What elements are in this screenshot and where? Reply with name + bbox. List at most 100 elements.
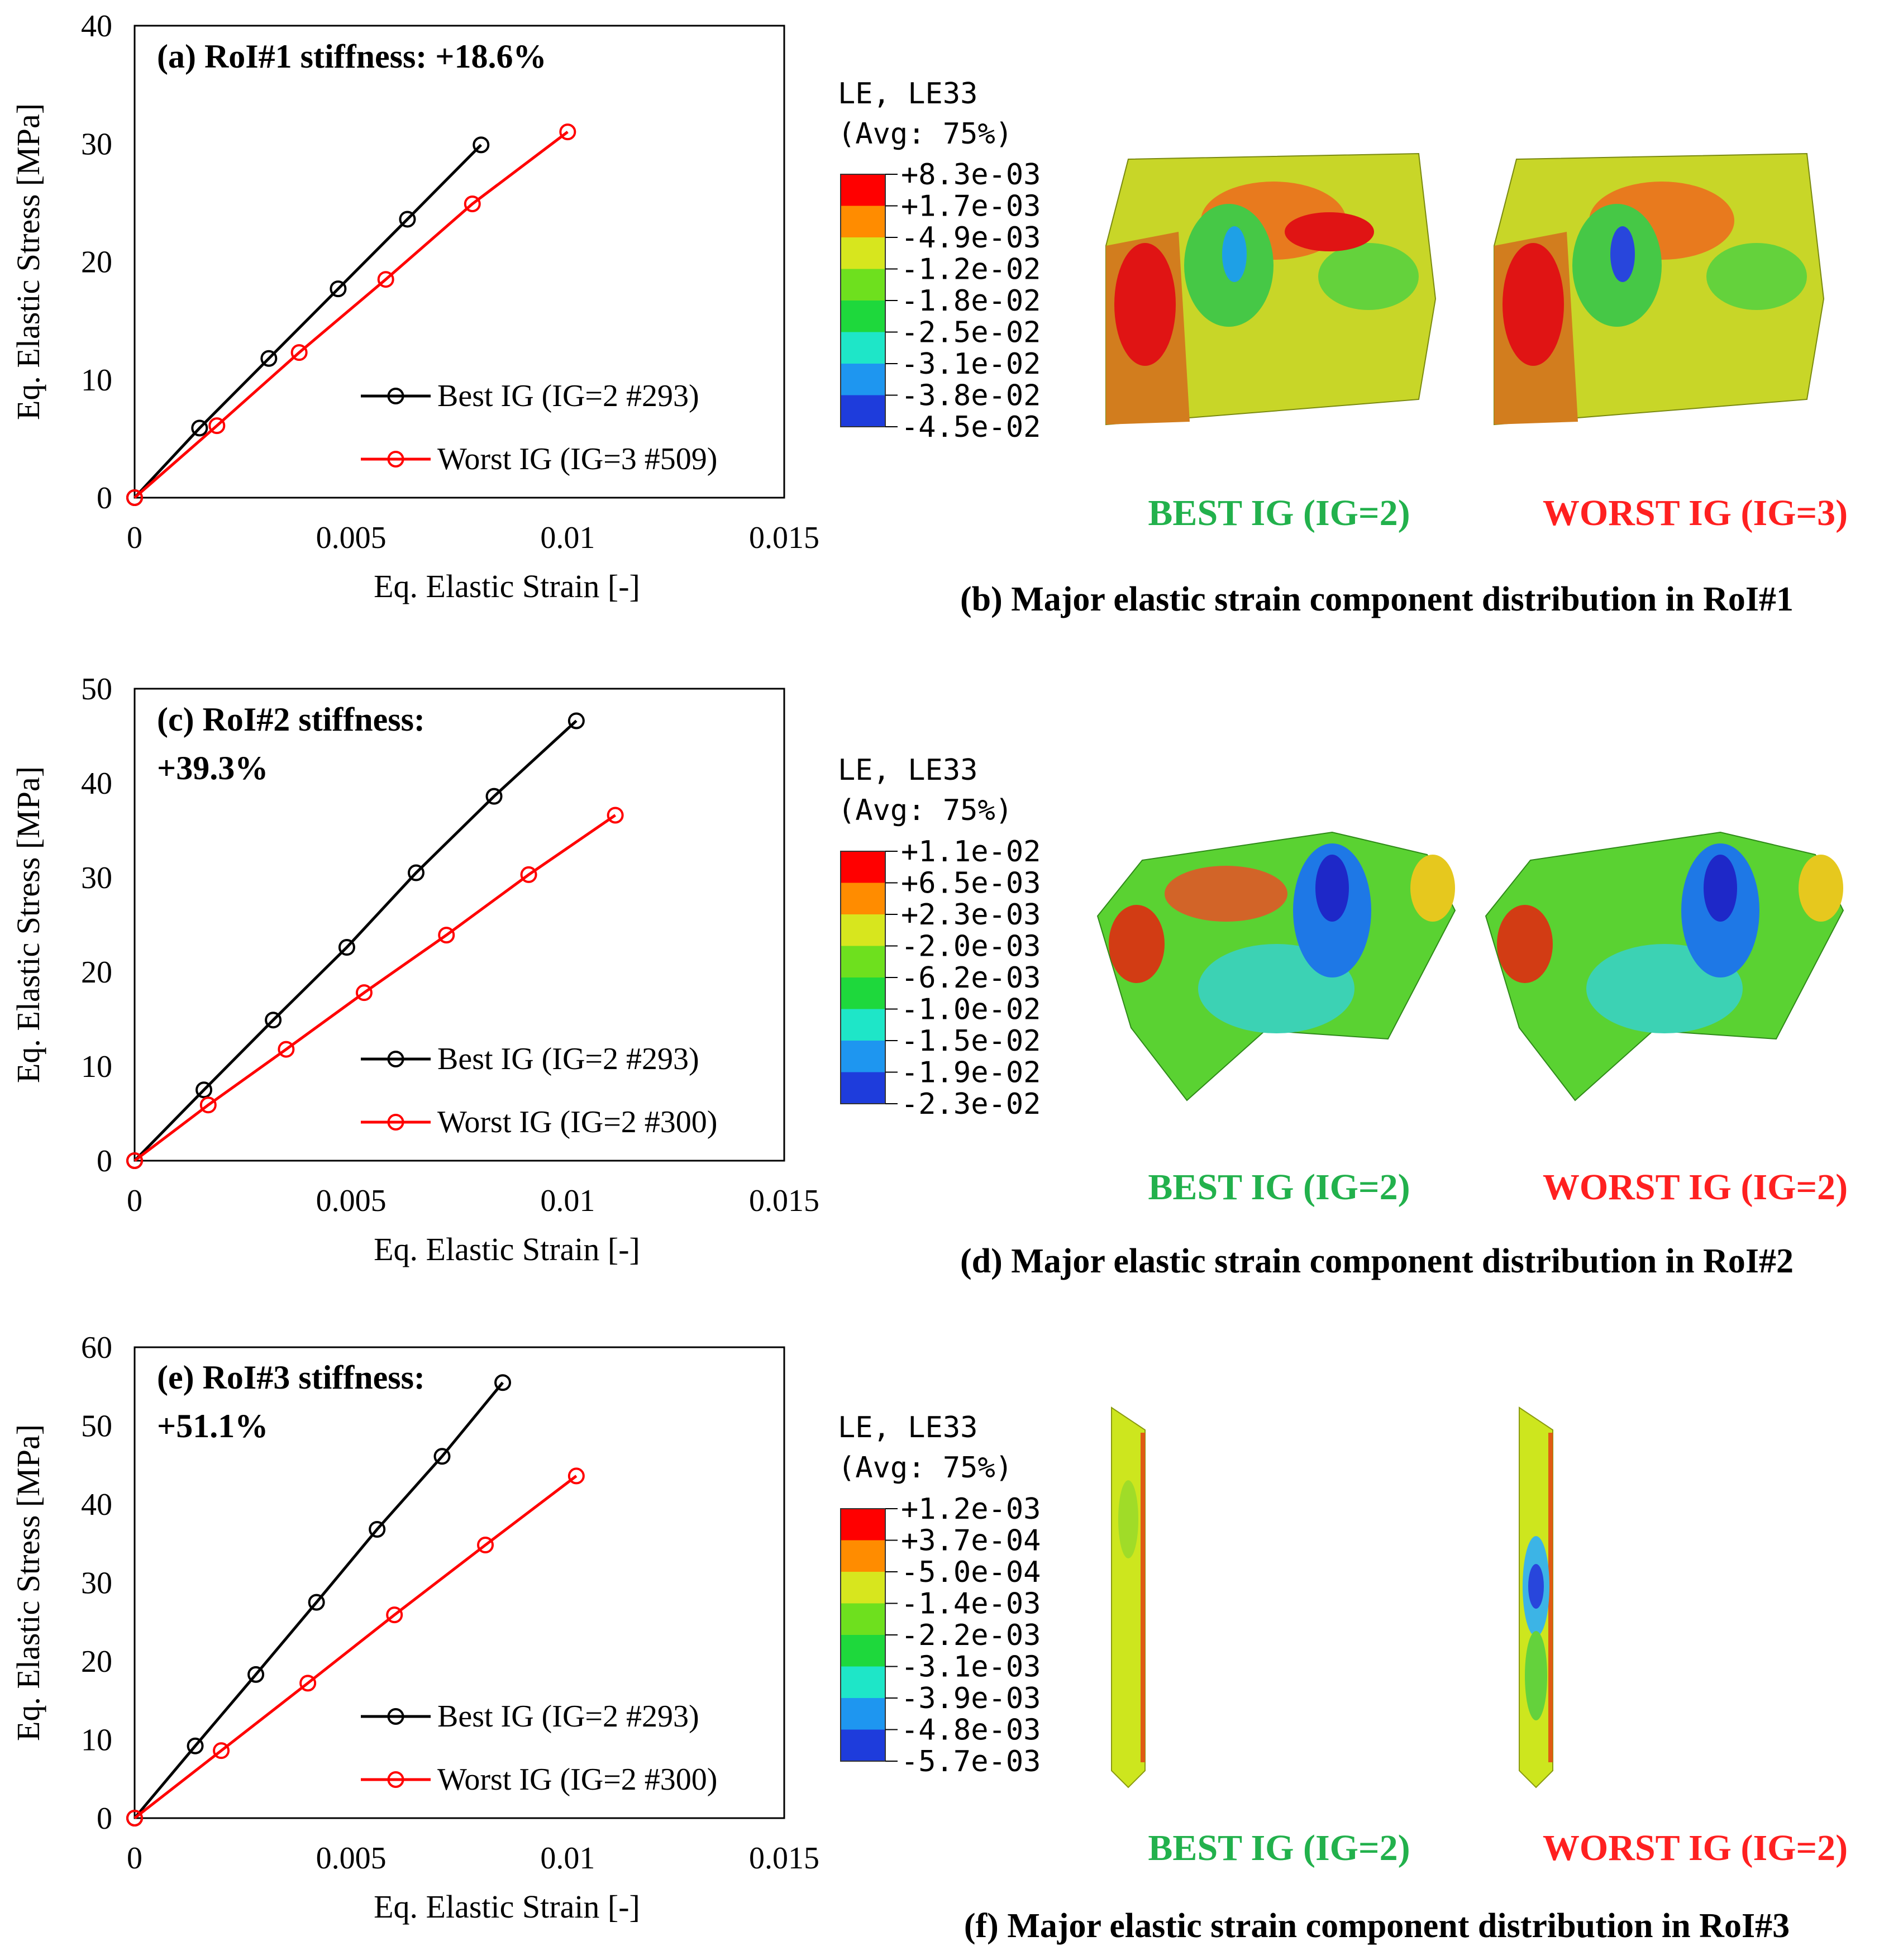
colorbar-title: LE, LE33 — [838, 754, 977, 787]
strain-hotspot — [1109, 905, 1165, 983]
strain-region — [1165, 866, 1287, 922]
chart-panel: 0 10 20 30 40 0 0.005 0.01 0.015 Eq. Elastic Stra… — [10, 9, 819, 604]
series-line — [133, 144, 483, 499]
legend-marker — [387, 451, 404, 468]
data-point — [399, 211, 416, 228]
data-point — [290, 344, 308, 361]
data-point — [187, 1737, 204, 1754]
colorbar-cell — [841, 883, 885, 914]
x-tick-label: 0.015 — [749, 1841, 819, 1876]
best-ig-label: BEST IG (IG=2) — [1148, 493, 1410, 533]
x-tick-label: 0.005 — [316, 521, 387, 555]
x-tick-label: 0.01 — [540, 1841, 595, 1876]
y-tick-label: 0 — [97, 1144, 112, 1179]
strain-hotspot — [1497, 905, 1553, 983]
strain-region — [1799, 855, 1843, 922]
colorbar-level-label: -4.5e-02 — [901, 411, 1041, 444]
data-point — [567, 712, 585, 729]
colorbar-cell — [841, 1572, 885, 1604]
colorbar-level-label: -2.2e-03 — [901, 1619, 1041, 1652]
series-line — [133, 131, 569, 499]
best-ig-contour-model — [1111, 1406, 1146, 1789]
x-axis-label: Eq. Elastic Strain [-] — [374, 568, 640, 604]
series-line — [133, 814, 617, 1162]
data-point — [191, 419, 208, 437]
data-point — [485, 788, 503, 805]
legend-label: Worst IG (IG=2 #300) — [437, 1105, 717, 1139]
strain-region — [1410, 855, 1455, 922]
data-point — [355, 984, 373, 1002]
colorbar-cell — [841, 1635, 885, 1667]
data-point — [386, 1606, 403, 1624]
colorbar-level-label: +1.2e-03 — [901, 1492, 1041, 1526]
data-point — [473, 136, 490, 154]
data-point — [213, 1742, 230, 1759]
strain-coldspot — [1528, 1564, 1544, 1609]
legend-label: Worst IG (IG=2 #300) — [437, 1762, 717, 1797]
y-axis-label: Eq. Elastic Stress [MPa] — [10, 1424, 46, 1741]
y-axis-label: Eq. Elastic Stress [MPa] — [10, 103, 46, 420]
strain-hotspot — [1285, 212, 1374, 251]
worst-ig-contour-model — [1519, 1406, 1553, 1789]
best-ig-label: BEST IG (IG=2) — [1148, 1828, 1410, 1868]
y-tick-label: 20 — [81, 245, 112, 280]
legend-label: Best IG (IG=2 #293) — [437, 1042, 699, 1076]
strain-hotspot — [1114, 243, 1176, 366]
data-point — [477, 1537, 494, 1554]
colorbar-cell — [841, 206, 885, 237]
data-point — [126, 1810, 143, 1827]
contour-panel: LE, LE33 (Avg: 75%) +1.2e-03+3.7e-04-5.0e-… — [838, 1406, 1848, 1945]
panel-caption: (b) Major elastic strain component distr… — [960, 580, 1794, 618]
colorbar-level-label: +3.7e-04 — [901, 1524, 1041, 1558]
y-tick-label: 40 — [81, 1487, 112, 1522]
y-tick-label: 60 — [81, 1330, 112, 1365]
colorbar-level-label: -5.7e-03 — [901, 1745, 1041, 1778]
colorbar-cell — [841, 1540, 885, 1572]
contour-panel: LE, LE33 (Avg: 75%) +1.1e-02+6.5e-03+2.3e-… — [838, 754, 1848, 1280]
colorbar-level-label: +1.7e-03 — [901, 190, 1041, 223]
chart-title: (c) RoI#2 stiffness: — [157, 701, 425, 738]
colorbar-level-label: -1.9e-02 — [901, 1056, 1041, 1090]
y-tick-label: 10 — [81, 363, 112, 398]
colorbar-title: LE, LE33 — [838, 77, 977, 111]
legend-label: Best IG (IG=2 #293) — [437, 1699, 699, 1734]
strain-region — [1525, 1631, 1547, 1720]
legend-marker — [387, 1708, 404, 1725]
panel-caption: (d) Major elastic strain component distr… — [960, 1242, 1794, 1280]
strain-coldspot — [1315, 855, 1349, 922]
x-tick-label: 0 — [127, 521, 142, 555]
worst-ig-label: WORST IG (IG=3) — [1543, 493, 1848, 533]
colorbar-level-label: +2.3e-03 — [901, 898, 1041, 932]
colorbar-level-label: -3.8e-02 — [901, 379, 1041, 413]
colorbar-cell — [841, 395, 885, 427]
y-axis-label: Eq. Elastic Stress [MPa] — [10, 766, 46, 1083]
data-point — [407, 864, 425, 881]
y-tick-label: 20 — [81, 955, 112, 990]
data-point — [464, 195, 481, 212]
contour-panel: LE, LE33 (Avg: 75%) +8.3e-03+1.7e-03-4.9e-… — [838, 77, 1848, 618]
colorbar-title: (Avg: 75%) — [838, 1451, 1013, 1485]
worst-ig-label: WORST IG (IG=2) — [1543, 1828, 1848, 1868]
best-ig-contour-model — [1096, 831, 1456, 1101]
data-point — [438, 927, 455, 944]
y-tick-label: 10 — [81, 1050, 112, 1084]
data-point — [338, 939, 355, 956]
legend-marker — [387, 1051, 404, 1067]
legend-label: Worst IG (IG=3 #509) — [437, 442, 717, 476]
model-body — [1111, 1406, 1146, 1789]
colorbar-cell — [841, 269, 885, 301]
series-line — [133, 1381, 504, 1819]
colorbar-cell — [841, 364, 885, 395]
colorbar-level-label: -2.3e-02 — [901, 1088, 1041, 1121]
y-tick-label: 20 — [81, 1644, 112, 1679]
colorbar-cell — [841, 914, 885, 946]
colorbar-cell — [841, 851, 885, 883]
data-point — [299, 1675, 317, 1692]
colorbar-cell — [841, 332, 885, 364]
legend-marker — [387, 1771, 404, 1788]
plot-frame — [133, 25, 785, 499]
strain-region — [1118, 1480, 1138, 1558]
strain-region — [1318, 243, 1419, 310]
legend-label: Best IG (IG=2 #293) — [437, 379, 699, 413]
